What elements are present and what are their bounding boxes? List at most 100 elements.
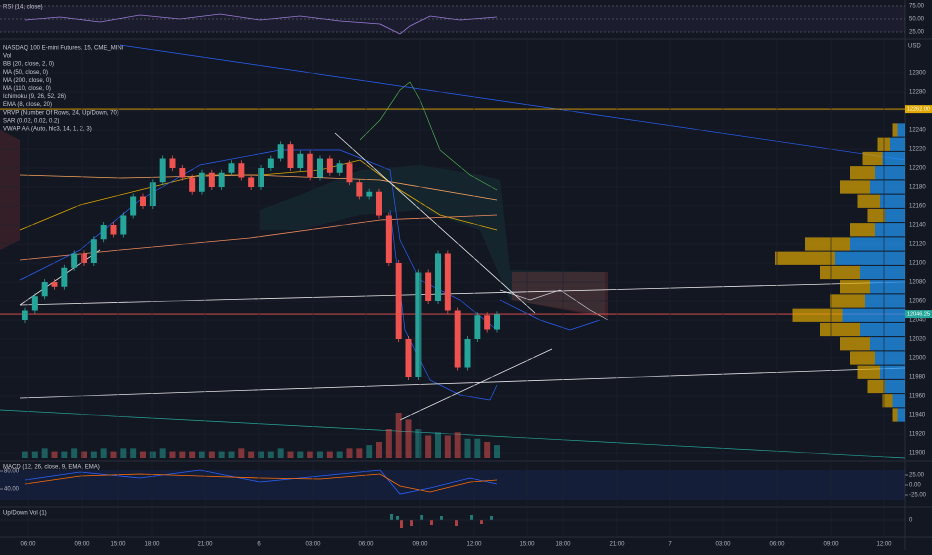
y-tick-label: 11940 (909, 413, 926, 419)
volume-bar (208, 451, 215, 458)
volume-bar (61, 451, 68, 458)
profile-down (850, 223, 875, 237)
y-tick-label: 12200 (909, 166, 926, 172)
profile-up (880, 194, 905, 208)
profile-up (885, 208, 905, 223)
candle (71, 253, 78, 268)
y-tick-label: 12020 (909, 337, 926, 343)
symbol-title: NASDAQ 100 E-mini Futures, 15, CME_MINI (3, 46, 124, 52)
volume-bar (385, 429, 392, 458)
y-tick-label: 12300 (909, 71, 926, 77)
candle (149, 182, 156, 206)
cloud (512, 272, 608, 318)
profile-up (835, 251, 905, 265)
updown-bars (400, 520, 483, 528)
volume-bar (346, 448, 353, 458)
volume-bar (405, 419, 412, 458)
trend-line (119, 44, 906, 161)
volume-bar (218, 451, 225, 458)
profile-up (870, 280, 905, 294)
x-tick-label: 6 (257, 542, 261, 548)
volume-bar (415, 429, 422, 458)
lag-line (499, 289, 609, 321)
volume-bar (110, 451, 117, 458)
candle (31, 296, 38, 311)
volume-bar (22, 451, 28, 458)
candle (307, 153, 314, 178)
volume-bar (130, 448, 137, 458)
rsi-title: RSI (14, close) (3, 5, 43, 11)
volume-bar (277, 448, 284, 458)
candle (100, 225, 107, 240)
y-tick-label: 12180 (909, 185, 926, 191)
profile-down (867, 208, 885, 223)
profile-down (840, 337, 870, 351)
price-tag (905, 105, 932, 114)
candle (405, 339, 412, 377)
trend-line (334, 132, 536, 314)
volume-bar (149, 451, 156, 458)
candle (81, 253, 87, 263)
volume-bar (425, 435, 432, 458)
volume-bar (189, 451, 196, 458)
trend-line (399, 348, 553, 421)
volume-bar (395, 413, 402, 458)
rsi-tick-label: 50.00 (909, 17, 925, 23)
x-tick-label: 09:00 (74, 542, 90, 548)
candle (159, 158, 166, 183)
candle (277, 144, 284, 159)
cloud (260, 165, 605, 315)
volume-bar (356, 448, 363, 458)
profile-down (830, 294, 865, 308)
candle (140, 196, 146, 206)
volume-bar (307, 451, 314, 458)
candle (258, 168, 264, 187)
candle (169, 158, 176, 168)
y-tick-label: 11980 (909, 375, 926, 381)
candle (376, 191, 382, 216)
candle (454, 310, 461, 368)
x-tick-label: 03:00 (715, 542, 731, 548)
profile-down (775, 251, 835, 265)
candle (189, 177, 196, 192)
macd-tick-label: -25.00 (909, 493, 927, 499)
candle (425, 272, 432, 301)
updown-title: Up/Down Vol (1) (3, 511, 47, 517)
profile-down (850, 351, 875, 365)
candle (199, 172, 205, 192)
candle (267, 158, 274, 168)
candle (494, 314, 500, 330)
macd-left-label: 80.00 (4, 469, 20, 475)
rsi-tick-label: 75.00 (909, 4, 925, 10)
y-tick-label: 12240 (909, 128, 926, 134)
x-tick-label: 06:00 (358, 542, 374, 548)
candle (179, 168, 186, 178)
candle (395, 263, 402, 339)
profile-down (857, 194, 880, 208)
volume-bar (199, 451, 205, 458)
volume-bar (258, 451, 264, 458)
profile-down (867, 379, 885, 394)
volume-bar (267, 451, 274, 458)
bb-line (389, 209, 498, 401)
candle (90, 239, 97, 263)
indicator-label: MA (50, close, 0) (3, 70, 48, 76)
volume-bar (464, 438, 471, 458)
x-tick-label: 15:00 (519, 542, 535, 548)
x-tick-label: 06:00 (769, 542, 785, 548)
macd-tick-label: 25.00 (909, 473, 925, 479)
profile-up (897, 408, 905, 422)
volume-bar (238, 448, 245, 458)
indicator-label: MA (110, close, 0) (3, 86, 51, 92)
profile-up (860, 322, 905, 337)
indicator-label: EMA (8, close, 20) (3, 102, 52, 108)
candle (336, 163, 343, 173)
x-tick-label: 21:00 (609, 542, 625, 548)
candle (317, 158, 323, 178)
profile-up (875, 166, 905, 180)
x-tick-label: 03:00 (305, 542, 321, 548)
candle (61, 267, 68, 287)
y-tick-label: 11900 (909, 451, 926, 457)
